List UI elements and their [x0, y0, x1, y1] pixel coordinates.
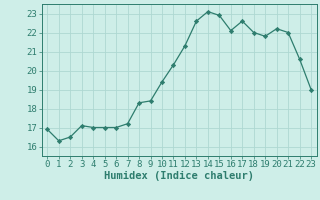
- X-axis label: Humidex (Indice chaleur): Humidex (Indice chaleur): [104, 171, 254, 181]
